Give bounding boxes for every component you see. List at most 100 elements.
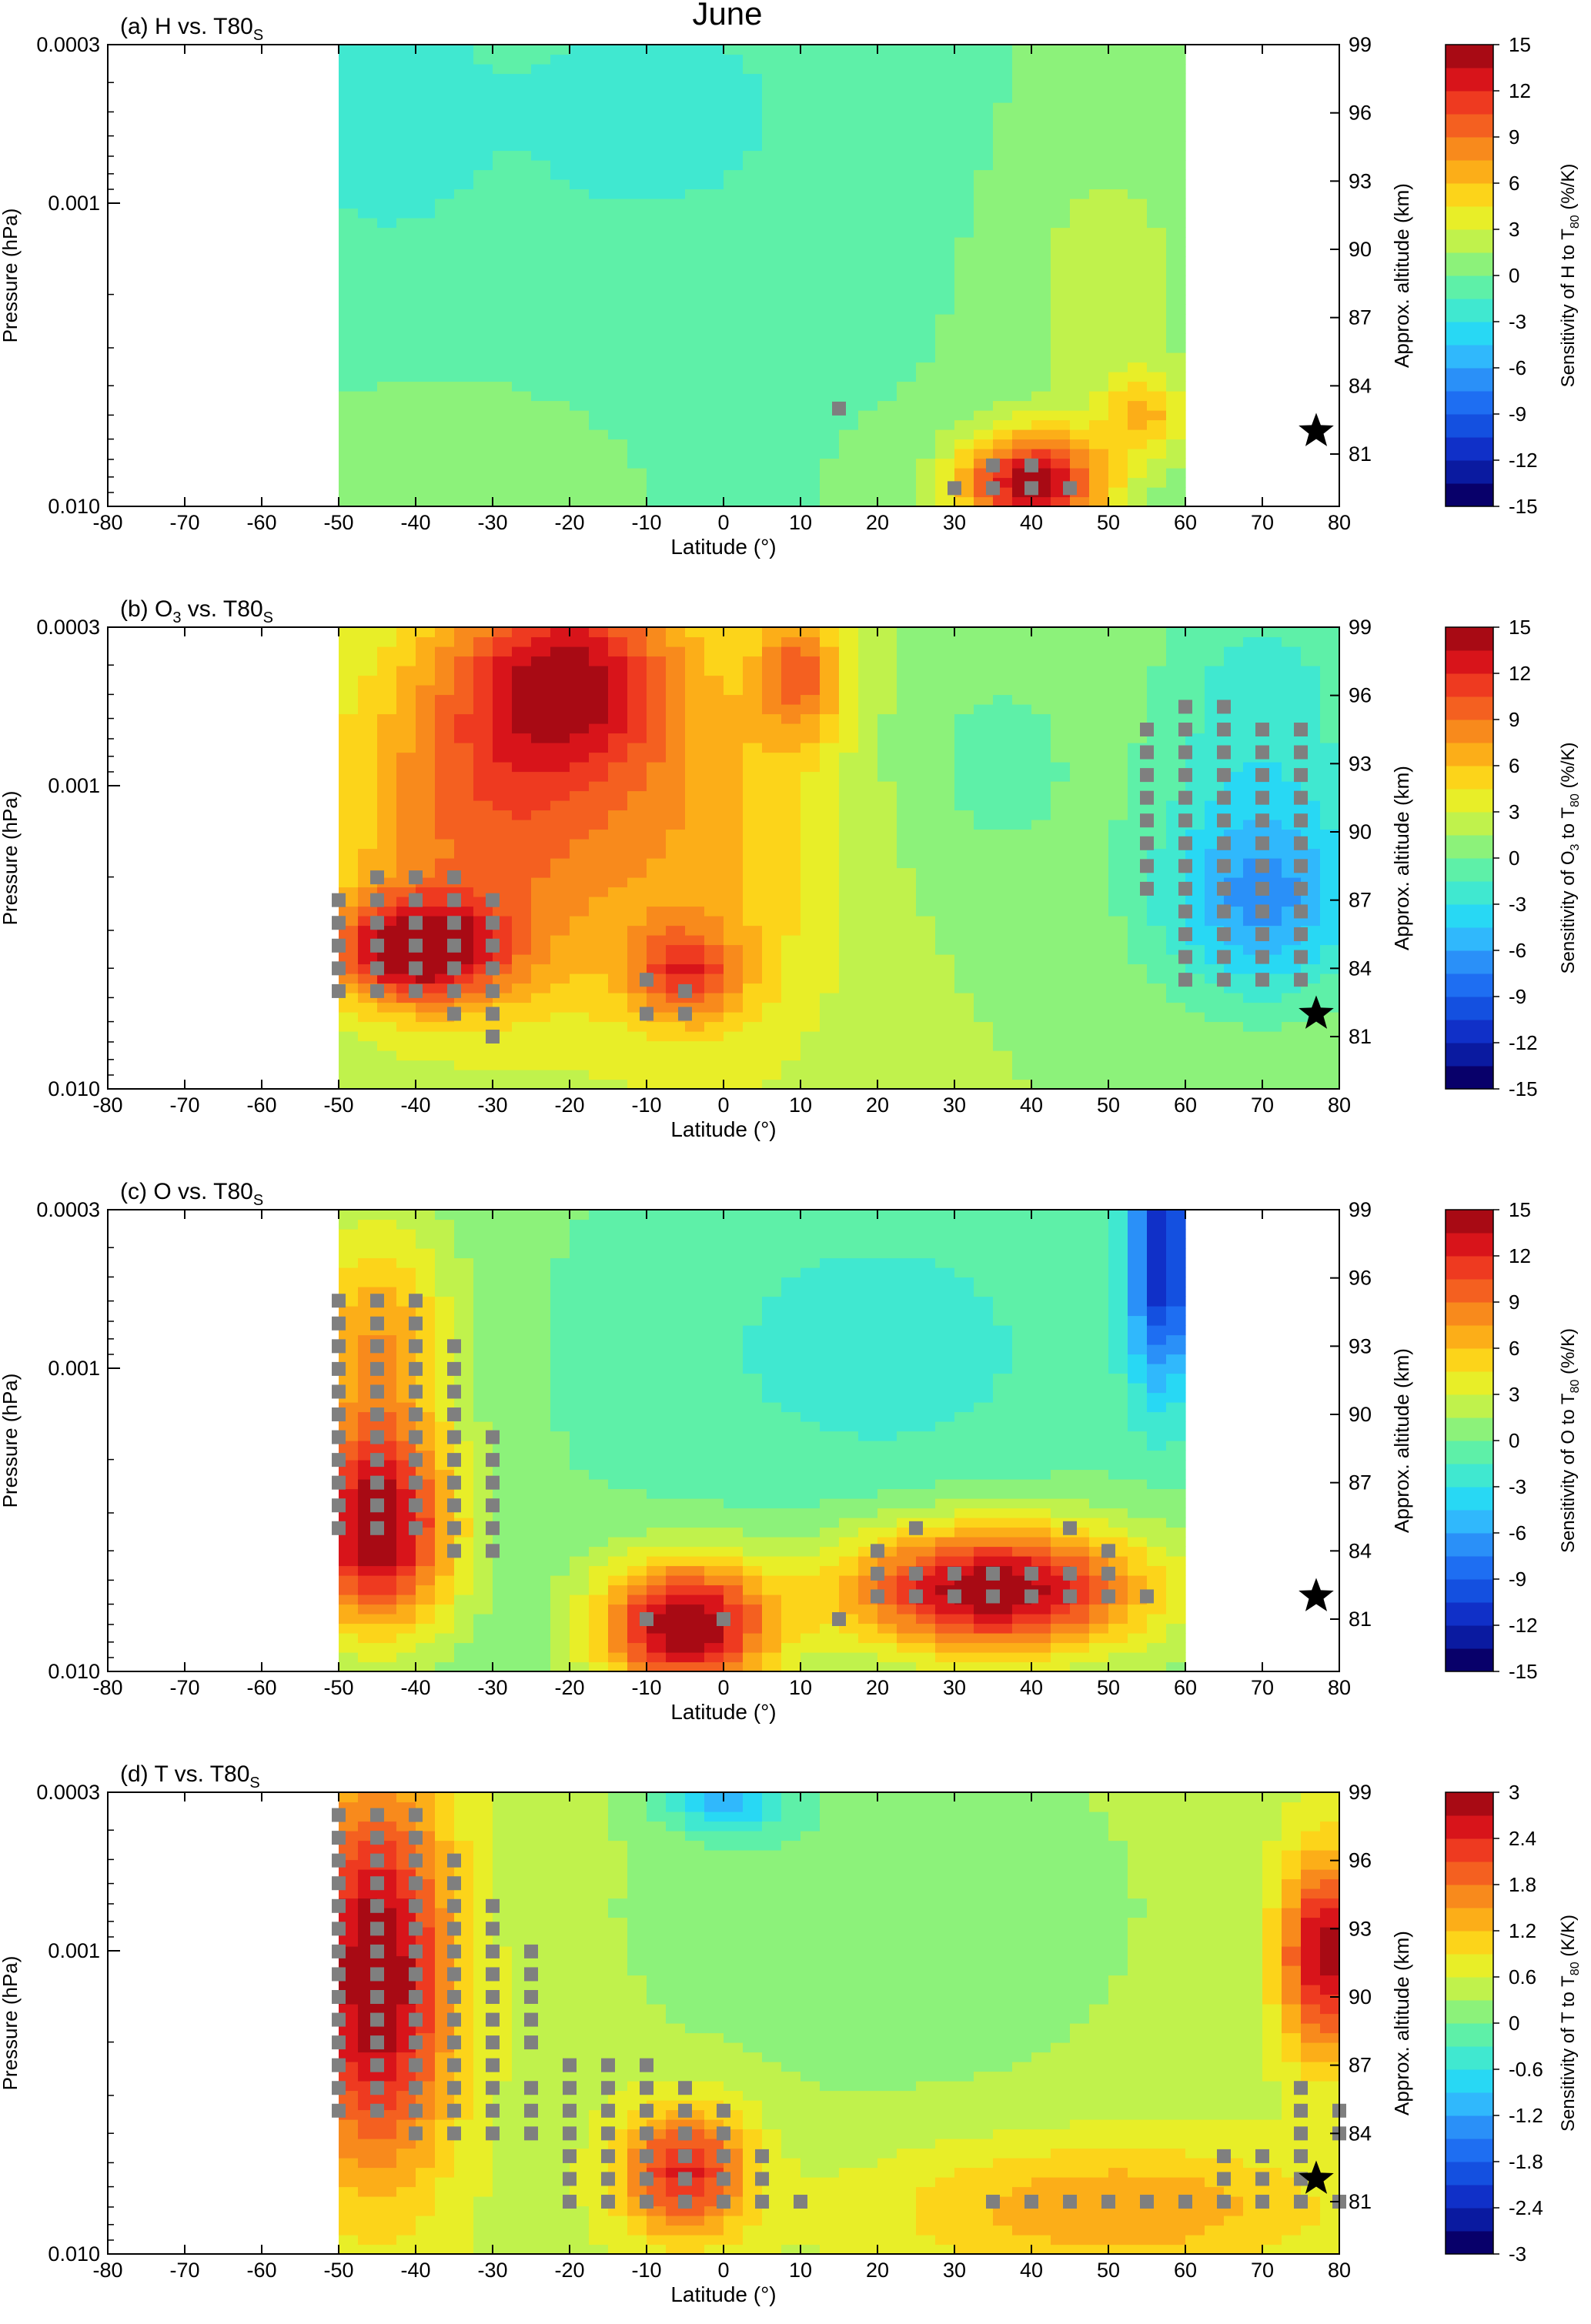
heatmap-cell — [627, 627, 647, 638]
heatmap-cell — [781, 1021, 801, 1032]
heatmap-cell — [531, 169, 551, 180]
heatmap-cell — [993, 352, 1013, 363]
heatmap-cell — [550, 179, 570, 190]
heatmap-cell — [685, 839, 705, 850]
heatmap-cell — [1147, 935, 1167, 946]
heatmap-cell — [1147, 439, 1167, 449]
heatmap-cell — [531, 656, 551, 666]
heatmap-cell — [358, 102, 378, 113]
heatmap-cell — [358, 400, 378, 411]
heatmap-cell — [762, 150, 782, 161]
heatmap-cell — [1166, 112, 1186, 122]
heatmap-cell — [454, 449, 474, 459]
heatmap-cell — [473, 743, 493, 753]
heatmap-cell — [1089, 391, 1109, 402]
heatmap-cell — [1051, 1050, 1071, 1061]
heatmap-cell — [473, 704, 493, 715]
heatmap-cell — [1070, 1012, 1090, 1023]
heatmap-cell — [339, 189, 359, 199]
heatmap-cell — [993, 169, 1013, 180]
heatmap-cell — [1051, 141, 1071, 152]
heatmap-cell — [1012, 362, 1032, 372]
heatmap-cell — [550, 963, 570, 974]
heatmap-cell — [647, 820, 667, 830]
heatmap-cell — [339, 848, 359, 859]
heatmap-cell — [570, 743, 590, 753]
heatmap-cell — [627, 83, 647, 94]
heatmap-cell — [858, 1002, 878, 1013]
heatmap-cell — [1070, 636, 1090, 647]
heatmap-cell — [685, 102, 705, 113]
heatmap-cell — [1031, 64, 1051, 75]
heatmap-cell — [627, 468, 647, 479]
stipple-mark — [948, 481, 961, 496]
heatmap-cell — [993, 449, 1013, 459]
stipple-mark — [1178, 927, 1192, 942]
heatmap-cell — [781, 963, 801, 974]
heatmap-cell — [339, 92, 359, 103]
heatmap-cell — [454, 1021, 474, 1032]
heatmap-cell — [1243, 1012, 1263, 1023]
heatmap-cell — [570, 733, 590, 743]
x-tick-label: 10 — [789, 1094, 812, 1117]
heatmap-cell — [589, 820, 609, 830]
heatmap-cell — [435, 256, 455, 267]
heatmap-cell — [358, 256, 378, 267]
colorbar-label-text: (%/K) — [1558, 164, 1579, 215]
heatmap-cell — [570, 1031, 590, 1042]
heatmap-cell — [1108, 208, 1128, 219]
heatmap-cell — [454, 141, 474, 152]
heatmap-cell — [685, 237, 705, 248]
heatmap-cell — [1147, 656, 1167, 666]
heatmap-cell — [647, 227, 667, 238]
heatmap-cell — [1070, 733, 1090, 743]
heatmap-cell — [781, 208, 801, 219]
heatmap-cell — [781, 646, 801, 657]
heatmap-cell — [493, 141, 513, 152]
heatmap-cell — [396, 646, 416, 657]
heatmap-cell — [1089, 771, 1109, 782]
heatmap-cell — [1031, 131, 1051, 142]
heatmap-cell — [954, 352, 974, 363]
heatmap-cell — [493, 829, 513, 840]
heatmap-cell — [473, 477, 493, 488]
heatmap-cell — [858, 983, 878, 993]
heatmap-cell — [897, 304, 917, 315]
heatmap-cell — [550, 1002, 570, 1013]
heatmap-cell — [704, 723, 724, 734]
heatmap-cell — [454, 627, 474, 638]
heatmap-cell — [897, 1002, 917, 1013]
heatmap-cell — [916, 237, 936, 248]
heatmap-cell — [916, 246, 936, 257]
heatmap-cell — [954, 1079, 974, 1090]
heatmap-cell — [647, 810, 667, 820]
heatmap-cell — [877, 381, 897, 392]
heatmap-cell — [1070, 458, 1090, 469]
heatmap-cell — [724, 685, 744, 696]
heatmap-cell — [801, 685, 821, 696]
heatmap-cell — [339, 208, 359, 219]
heatmap-cell — [435, 733, 455, 743]
heatmap-cell — [512, 150, 532, 161]
heatmap-cell — [1051, 122, 1071, 132]
heatmap-cell — [416, 112, 436, 122]
heatmap-cell — [724, 304, 744, 315]
heatmap-cell — [550, 694, 570, 705]
colorbar-swatch — [1446, 391, 1493, 415]
heatmap-cell — [454, 675, 474, 686]
heatmap-cell — [1147, 92, 1167, 103]
heatmap-cell — [570, 973, 590, 984]
heatmap-cell — [1089, 627, 1109, 638]
heatmap-cell — [589, 963, 609, 974]
heatmap-cell — [1128, 285, 1148, 296]
heatmap-cell — [974, 141, 994, 152]
heatmap-cell — [935, 449, 955, 459]
heatmap-cell — [358, 83, 378, 94]
heatmap-cell — [1301, 656, 1321, 666]
heatmap-cell — [1089, 246, 1109, 257]
heatmap-cell — [762, 131, 782, 142]
heatmap-cell — [647, 694, 667, 705]
heatmap-cell — [935, 1050, 955, 1061]
heatmap-cell — [897, 897, 917, 907]
heatmap-cell — [704, 275, 724, 286]
